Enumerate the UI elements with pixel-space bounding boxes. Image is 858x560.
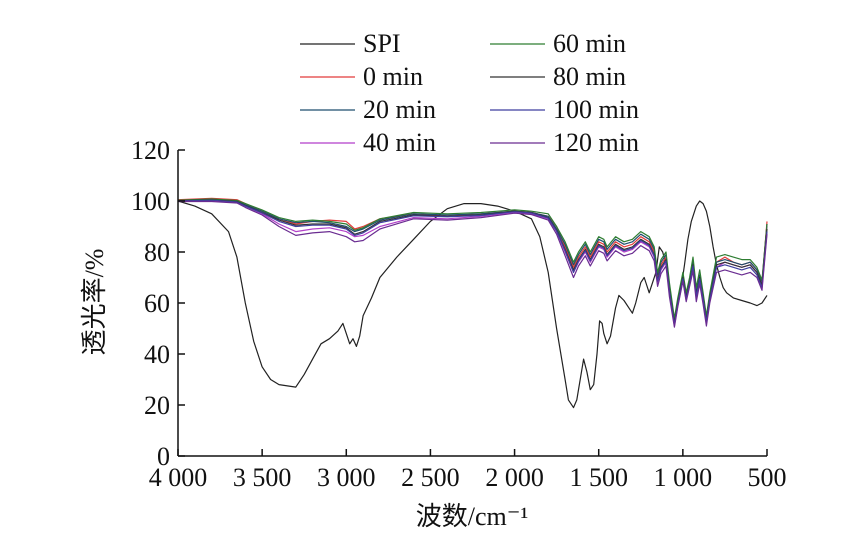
x-tick-label: 3 000: [317, 463, 376, 492]
legend-label: 80 min: [553, 62, 626, 91]
legend: SPI 0 min 20 min 40 min 60 min 80 min 100 min 1…: [300, 29, 639, 157]
legend-label: 60 min: [553, 29, 626, 58]
series-line-40-min: [177, 199, 768, 327]
series-line-60-min: [177, 198, 768, 319]
y-axis-ticks: 0 20 40 60 80 100 120: [131, 136, 185, 471]
y-tick-label: 20: [144, 391, 170, 420]
y-tick-label: 0: [157, 442, 170, 471]
series-layer: [177, 197, 768, 409]
legend-label: 40 min: [363, 128, 436, 157]
x-tick-label: 4 000: [149, 463, 208, 492]
x-axis-title: 波数/cm⁻¹: [416, 502, 529, 531]
x-tick-label: 1 000: [654, 463, 713, 492]
plot-area: 0 20 40 60 80 100 120 4 000 3 500 3 000 2 500 2 00…: [131, 136, 787, 492]
legend-label: 0 min: [363, 62, 423, 91]
x-tick-label: 3 500: [233, 463, 292, 492]
x-tick-label: 500: [748, 463, 787, 492]
legend-label: SPI: [363, 29, 401, 58]
legend-label: 20 min: [363, 95, 436, 124]
series-line-120-min: [178, 200, 768, 328]
y-axis-title: 透光率/%: [80, 249, 109, 356]
series-line-100-min: [177, 199, 768, 326]
x-axis-ticks: 4 000 3 500 3 000 2 500 2 000 1 500 1 000 500: [149, 449, 787, 492]
y-tick-label: 80: [144, 238, 170, 267]
x-tick-label: 2 500: [401, 463, 460, 492]
y-tick-label: 40: [144, 340, 170, 369]
legend-label: 100 min: [553, 95, 639, 124]
legend-label: 120 min: [553, 128, 639, 157]
y-tick-label: 100: [131, 187, 170, 216]
y-tick-label: 120: [131, 136, 170, 165]
series-line-spi: [177, 200, 768, 409]
x-tick-label: 2 000: [485, 463, 544, 492]
x-tick-label: 1 500: [569, 463, 628, 492]
y-tick-label: 60: [144, 289, 170, 318]
